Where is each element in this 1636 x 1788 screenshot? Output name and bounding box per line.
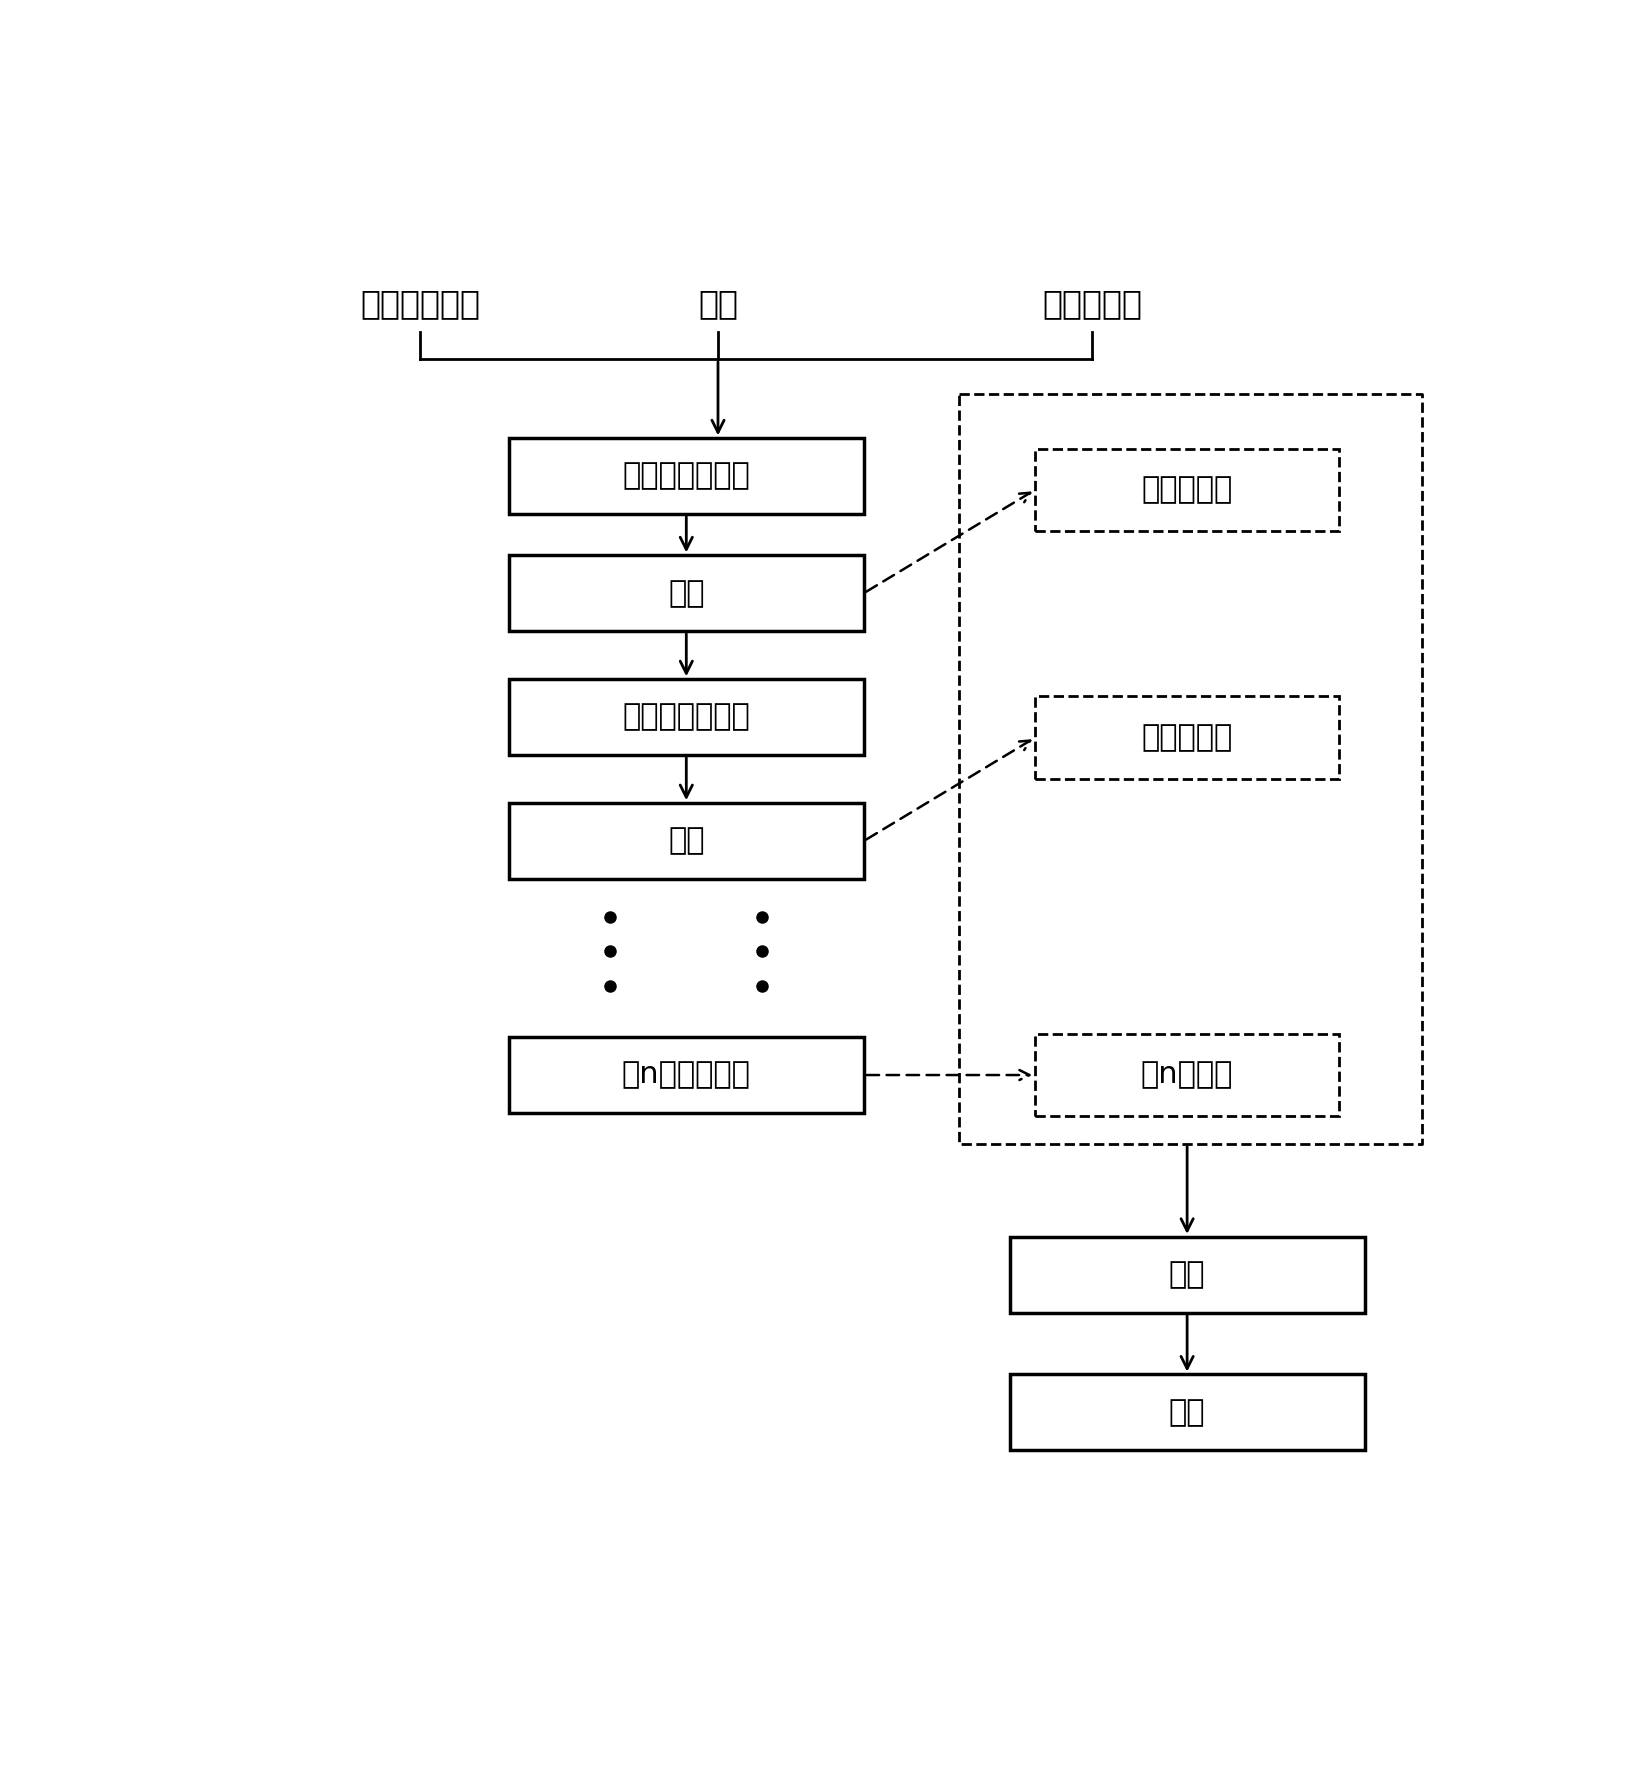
Bar bbox=[1036, 697, 1340, 780]
Text: 第二周期沉淠物: 第二周期沉淠物 bbox=[622, 703, 751, 731]
Bar bbox=[509, 556, 864, 631]
Text: 第二批产品: 第二批产品 bbox=[1142, 722, 1234, 753]
Bar bbox=[1036, 1033, 1340, 1116]
Text: 产品: 产品 bbox=[1168, 1398, 1206, 1427]
Text: 造核: 造核 bbox=[667, 826, 705, 855]
Bar bbox=[509, 438, 864, 513]
Text: 第一批产品: 第一批产品 bbox=[1142, 476, 1234, 504]
Text: 筹液: 筹液 bbox=[699, 288, 738, 320]
Bar bbox=[1009, 1237, 1364, 1312]
Text: 混料: 混料 bbox=[1168, 1261, 1206, 1289]
Bar bbox=[509, 679, 864, 755]
Text: 混合金属液: 混合金属液 bbox=[1042, 288, 1142, 320]
Text: 添加剂与氨水: 添加剂与氨水 bbox=[360, 288, 479, 320]
Text: 第n周期沉淠物: 第n周期沉淠物 bbox=[622, 1060, 751, 1089]
Text: 第n批产品: 第n批产品 bbox=[1140, 1060, 1234, 1089]
Bar bbox=[509, 803, 864, 880]
Bar bbox=[1036, 449, 1340, 531]
Bar bbox=[1009, 1375, 1364, 1450]
Text: 造核: 造核 bbox=[667, 579, 705, 608]
Text: 第一周期沉淠物: 第一周期沉淠物 bbox=[622, 461, 751, 490]
Bar bbox=[509, 1037, 864, 1112]
